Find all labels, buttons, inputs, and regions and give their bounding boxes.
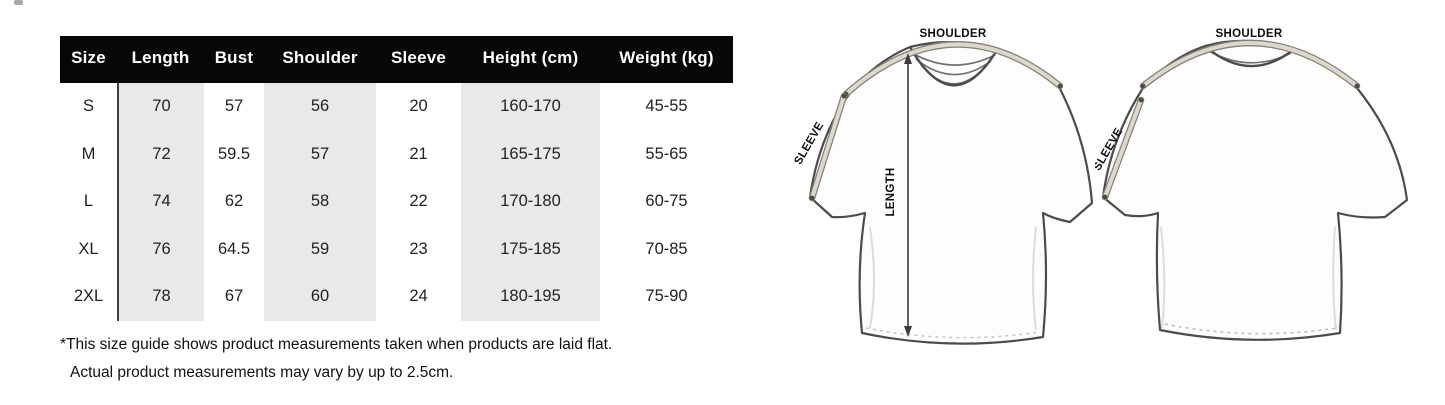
back-shoulder-label: SHOULDER (1216, 28, 1283, 40)
table-cell: 55-65 (645, 144, 688, 163)
table-cell: 180-195 (461, 273, 600, 321)
arrow-down-icon (904, 326, 912, 337)
footnote-line-1: *This size guide shows product measureme… (60, 336, 613, 353)
table-cell: 175-185 (461, 225, 600, 273)
hem-stitch (865, 327, 1040, 339)
band-end-marker (809, 195, 815, 201)
collar-rib (911, 52, 996, 66)
collar-rib (915, 58, 992, 76)
column-header-weight: Weight (kg) (619, 48, 714, 67)
front-shoulder-label: SHOULDER (920, 28, 987, 40)
footnote-line-2: Actual product measurements may vary by … (70, 364, 454, 381)
table-cell: 57 (224, 97, 244, 116)
image-artifact (14, 0, 23, 5)
hem-stitch (1164, 323, 1338, 335)
size-label: L (83, 192, 94, 211)
band-end-marker (1138, 97, 1144, 103)
table-cell: 72 (117, 130, 204, 178)
table-cell: 170-180 (461, 178, 600, 226)
arrow-up-icon (904, 53, 912, 64)
size-table-header: Size Length Bust Shoulder Sleeve Height … (60, 36, 733, 83)
column-header-size: Size (71, 48, 106, 67)
column-header-shoulder: Shoulder (282, 48, 358, 67)
table-cell: 60-75 (645, 192, 688, 211)
sleeve-measure-band-fill (1103, 98, 1143, 199)
table-cell: 22 (409, 192, 428, 211)
column-header-bust: Bust (214, 48, 254, 67)
table-cell: 59.5 (217, 144, 251, 163)
size-label: XL (78, 239, 99, 258)
table-cell: 20 (409, 97, 428, 116)
band-end-marker (1102, 194, 1108, 200)
table-cell: 56 (264, 83, 376, 131)
size-label: 2XL (73, 287, 104, 306)
table-cell: 70 (117, 83, 204, 131)
column-header-sleeve: Sleeve (390, 48, 447, 67)
table-cell: 76 (117, 225, 204, 273)
size-label: S (82, 97, 94, 116)
table-cell: 160-170 (461, 83, 600, 131)
table-cell: 78 (117, 273, 204, 321)
column-header-length: Length (131, 48, 190, 67)
sleeve-measure-band-fill (810, 94, 846, 200)
table-cell: 58 (264, 178, 376, 226)
table-cell: 45-55 (645, 97, 688, 116)
band-end-marker (1140, 83, 1146, 89)
table-cell: 70-85 (645, 239, 688, 258)
neckline (1204, 45, 1294, 68)
fabric-crease (869, 226, 875, 329)
fabric-crease (1160, 226, 1166, 329)
band-end-marker (1057, 83, 1063, 89)
table-cell: 23 (409, 239, 428, 258)
table-cell: 67 (224, 287, 244, 306)
table-cell: 62 (224, 192, 244, 211)
size-table-body: S 70 57 56 20 160-170 45-55 M 72 59.5 57… (60, 83, 733, 321)
table-cell: 21 (409, 144, 428, 163)
tshirt-back-diagram: SHOULDER SLEEVE (1095, 28, 1409, 341)
fabric-crease (1332, 226, 1337, 331)
table-cell: 165-175 (461, 130, 600, 178)
size-label: M (81, 144, 96, 163)
tshirt-front-diagram: SHOULDER SLEEVE LENGTH (792, 28, 1094, 345)
band-end-marker (1354, 83, 1360, 89)
table-cell: 75-90 (645, 287, 688, 306)
front-length-label: LENGTH (885, 167, 897, 216)
table-cell: 24 (409, 287, 428, 306)
shoulder-measure-band-fill (1141, 41, 1359, 88)
table-cell: 60 (264, 273, 376, 321)
table-cell: 57 (264, 130, 376, 178)
shoulder-measure-band-fill (844, 42, 1062, 96)
table-cell: 59 (264, 225, 376, 273)
fabric-crease (1032, 226, 1037, 331)
column-header-height: Height (cm) (482, 48, 579, 67)
band-end-marker (841, 93, 847, 99)
neckline (908, 46, 999, 87)
table-cell: 64.5 (217, 239, 251, 258)
table-cell: 74 (117, 178, 204, 226)
size-guide-footnote: *This size guide shows product measureme… (60, 331, 760, 387)
